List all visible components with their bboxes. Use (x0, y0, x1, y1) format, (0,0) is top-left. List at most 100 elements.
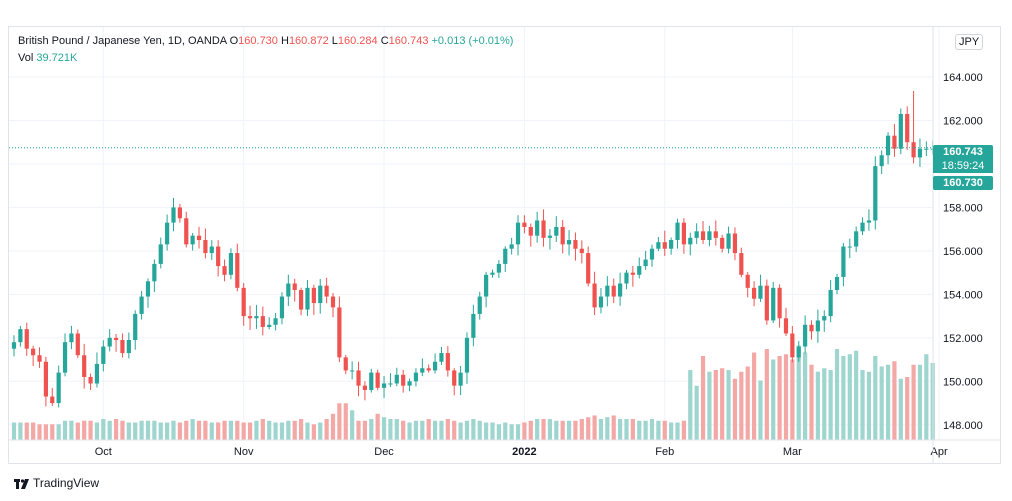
candle-body (260, 316, 265, 327)
volume-bar (911, 364, 916, 440)
volume-bar (866, 371, 872, 440)
candle-body (222, 266, 227, 275)
volume-bar (50, 424, 55, 440)
candle-body (745, 274, 750, 288)
volume-bar (43, 424, 48, 440)
volume-bar (892, 361, 897, 440)
candle-body (796, 346, 801, 358)
candle-body (11, 342, 17, 349)
volume-bar (318, 422, 323, 440)
volume-bar (452, 420, 457, 440)
candle-body (528, 226, 533, 236)
candle-body (203, 240, 208, 254)
close-value: 160.743 (388, 35, 429, 47)
bar-countdown-tag: 18:59:24 (933, 159, 993, 173)
candle-body (254, 316, 259, 319)
candle-body (656, 242, 661, 249)
volume-bar (905, 377, 910, 440)
y-tick-label: 148.000 (943, 420, 983, 432)
candle-body (764, 285, 769, 321)
symbol-title[interactable]: British Pound / Japanese Yen, 1D, OANDA (18, 35, 227, 47)
candle-body (592, 283, 597, 308)
volume-bar (273, 422, 278, 440)
volume-bar (407, 422, 412, 440)
candle-body (496, 263, 501, 273)
currency-badge[interactable]: JPY (955, 34, 984, 50)
volume-bar (228, 420, 234, 440)
candle-body (75, 333, 80, 356)
candle-body (905, 113, 910, 143)
candle-body (649, 248, 655, 260)
candle-body (662, 242, 667, 249)
x-tick-label: Nov (234, 446, 254, 458)
volume-bar (126, 422, 131, 440)
candle-body (598, 296, 604, 308)
candle-body (18, 329, 23, 343)
volume-bar (171, 420, 176, 440)
candle-body (815, 320, 820, 332)
volume-bar (107, 420, 112, 440)
volume-bar (350, 410, 355, 440)
candle-body (586, 253, 591, 284)
volume-bar (503, 422, 508, 440)
volume-bar (592, 415, 597, 440)
candle-body (350, 370, 355, 372)
volume-bar (796, 345, 801, 440)
open-value: 160.730 (238, 35, 278, 47)
volume-bar (720, 368, 725, 440)
volume-bar (803, 352, 808, 440)
volume-bar (62, 420, 68, 440)
volume-bar (458, 422, 463, 440)
candle-body (630, 272, 635, 275)
volume-bar (809, 364, 814, 440)
volume-bar (394, 419, 399, 440)
candle-body (152, 263, 157, 282)
volume-bar (177, 422, 182, 440)
axis-layer: 148.000 150.000 152.000 154.000 156.000 158.0… (9, 27, 1000, 463)
volume-bar (522, 422, 527, 440)
volume-bar (707, 371, 712, 440)
volume-bar (235, 420, 240, 440)
volume-bar (885, 364, 891, 440)
tradingview-branding[interactable]: TradingView (14, 476, 99, 490)
volume-bar (828, 370, 833, 440)
candle-body (471, 313, 476, 338)
volume-bar (286, 420, 291, 440)
candle-body (343, 357, 348, 371)
candle-body (688, 237, 693, 245)
volume-bar (515, 424, 521, 440)
candle-body (369, 372, 374, 391)
volume-bar (24, 422, 29, 440)
candle-body (69, 333, 74, 343)
volume-bar (490, 422, 495, 440)
candle-body (158, 244, 163, 264)
chart-frame[interactable] (8, 26, 1001, 464)
volume-bar (165, 422, 170, 440)
close-price-tag: 160.730 (933, 176, 993, 190)
volume-bar (324, 419, 329, 440)
volume-bar (375, 413, 380, 440)
candle-body (445, 353, 450, 371)
candle-body (669, 240, 674, 249)
candle-body (62, 342, 68, 373)
volume-bar (184, 420, 189, 440)
volume-bar (94, 422, 100, 440)
candle-body (432, 361, 438, 371)
candle-body (362, 385, 367, 391)
candle-body (477, 296, 482, 314)
volume-bar (330, 413, 336, 440)
candle-body (847, 246, 852, 248)
candle-body (535, 220, 540, 236)
volume-bar (190, 419, 195, 440)
volume-bar (31, 422, 36, 440)
candle-body (139, 296, 144, 314)
volume-bar (37, 424, 42, 440)
last-price-tag: 160.743 (933, 145, 993, 159)
volume-bar (917, 364, 923, 440)
volume-bar (535, 419, 540, 440)
close-label: C (380, 35, 389, 47)
volume-bar (279, 422, 285, 440)
volume-bar (196, 420, 202, 440)
candle-body (751, 287, 757, 299)
